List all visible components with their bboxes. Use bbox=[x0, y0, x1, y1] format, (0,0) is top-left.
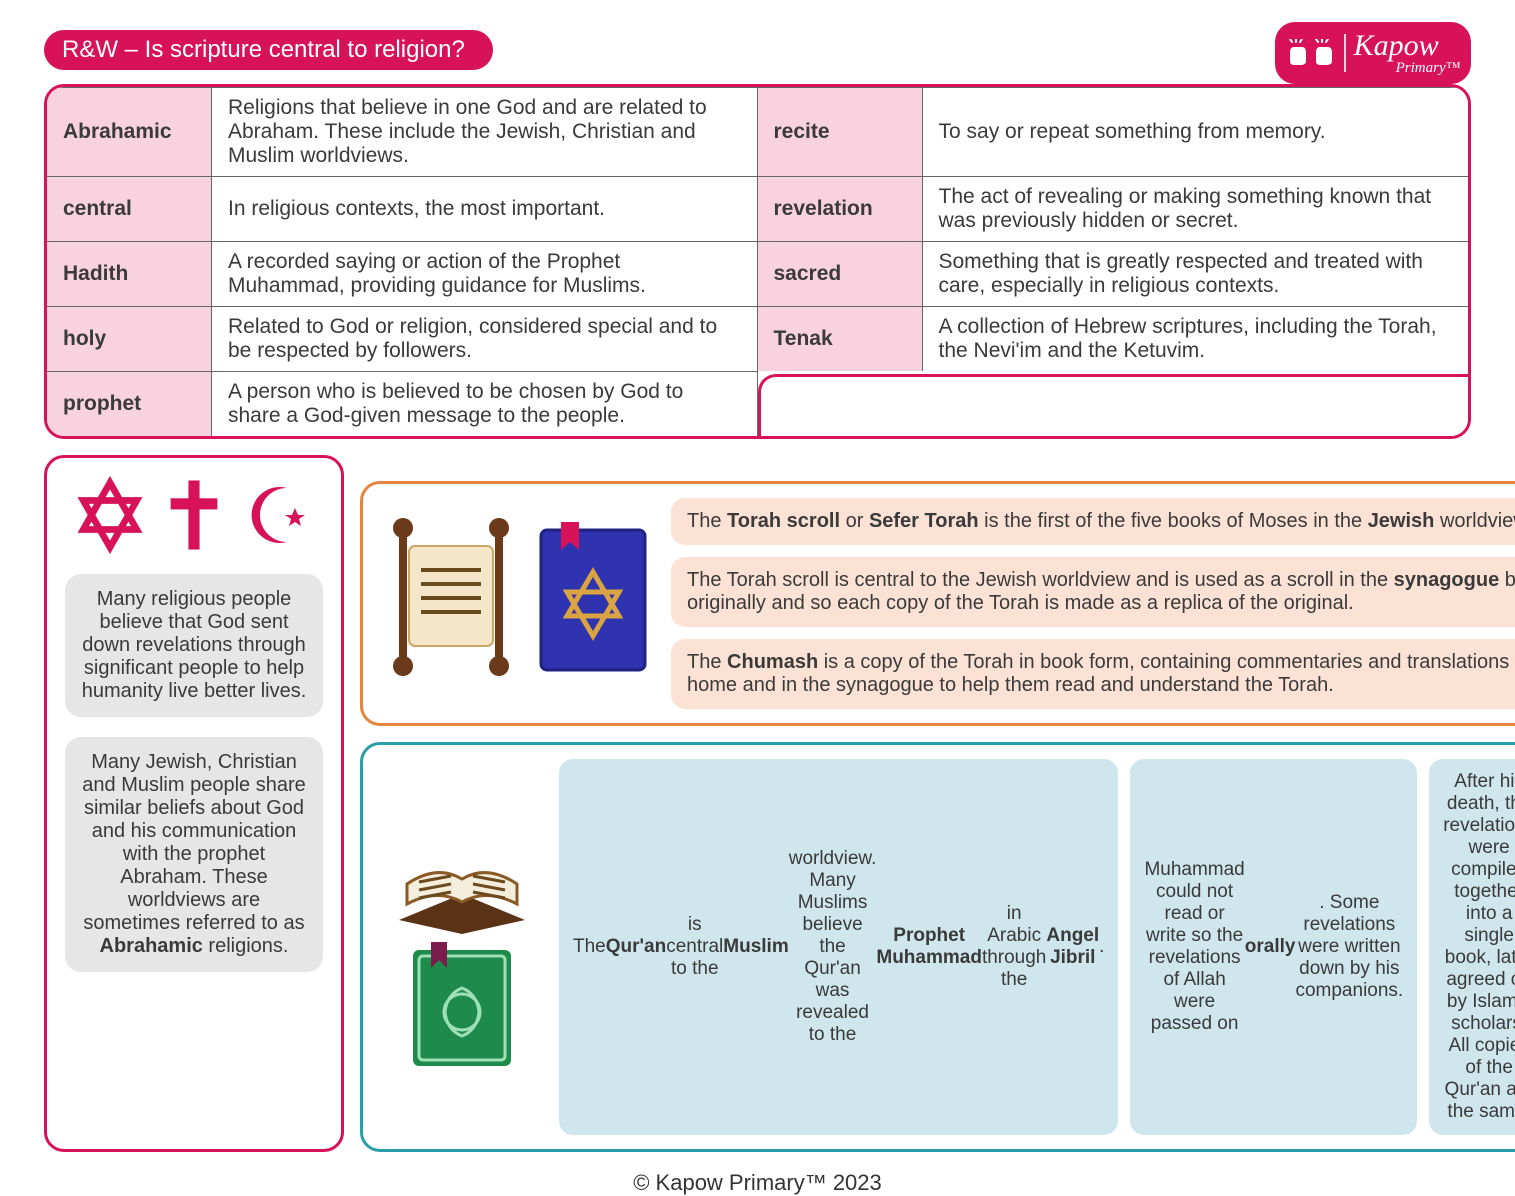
info-box: The Qur'an is central to the Muslim worl… bbox=[559, 759, 1118, 1135]
vocab-def: The act of revealing or making something… bbox=[923, 176, 1469, 241]
info-box: The Torah scroll is central to the Jewis… bbox=[671, 557, 1515, 627]
vocab-term: central bbox=[47, 176, 212, 241]
vocab-def: A person who is believed to be chosen by… bbox=[212, 371, 758, 436]
brand-sub: Primary™ bbox=[1396, 61, 1461, 76]
page-title: R&W – Is scripture central to religion? bbox=[44, 30, 493, 70]
vocab-term: prophet bbox=[47, 371, 212, 436]
vocab-term: sacred bbox=[758, 241, 923, 306]
vocab-def: To say or repeat something from memory. bbox=[923, 87, 1469, 176]
vocab-term: Abrahamic bbox=[47, 87, 212, 176]
info-box: The Chumash is a copy of the Torah in bo… bbox=[671, 639, 1515, 709]
vocab-term: Hadith bbox=[47, 241, 212, 306]
info-box: After his death, the revelations were co… bbox=[1429, 759, 1515, 1135]
muslim-panel: The Qur'an is central to the Muslim worl… bbox=[360, 742, 1515, 1152]
footer-copyright: © Kapow Primary™ 2023 bbox=[44, 1170, 1471, 1196]
vocab-def: Something that is greatly respected and … bbox=[923, 241, 1469, 306]
torah-scroll-icon bbox=[381, 516, 521, 676]
vocab-term: recite bbox=[758, 87, 923, 176]
vocabulary-table: Abrahamic Religions that believe in one … bbox=[44, 84, 1471, 439]
sidebar-note: Many Jewish, Christian and Muslim people… bbox=[65, 737, 323, 972]
vocab-term: Tenak bbox=[758, 306, 923, 371]
cross-icon bbox=[159, 476, 229, 554]
quran-book-icon bbox=[407, 940, 517, 1070]
hands-icon bbox=[1286, 39, 1336, 67]
star-of-david-icon bbox=[75, 476, 145, 554]
vocab-term: holy bbox=[47, 306, 212, 371]
vocab-def: Religions that believe in one God and ar… bbox=[212, 87, 758, 176]
brand-logo: Kapow Primary™ bbox=[1275, 22, 1471, 84]
vocab-term: revelation bbox=[758, 176, 923, 241]
info-box: Muhammad could not read or write so the … bbox=[1130, 759, 1417, 1135]
vocab-def: A collection of Hebrew scriptures, inclu… bbox=[923, 306, 1469, 371]
crescent-star-icon bbox=[243, 476, 313, 554]
vocab-def: Related to God or religion, considered s… bbox=[212, 306, 758, 371]
abrahamic-sidebar: Many religious people believe that God s… bbox=[44, 455, 344, 1152]
chumash-book-icon bbox=[533, 516, 653, 676]
vocab-def: A recorded saying or action of the Proph… bbox=[212, 241, 758, 306]
sidebar-note: Many religious people believe that God s… bbox=[65, 574, 323, 717]
info-box: The Torah scroll or Sefer Torah is the f… bbox=[671, 498, 1515, 545]
vocab-def: In religious contexts, the most importan… bbox=[212, 176, 758, 241]
jewish-panel: The Torah scroll or Sefer Torah is the f… bbox=[360, 481, 1515, 726]
quran-on-stand-icon bbox=[387, 824, 537, 934]
brand-name: Kapow bbox=[1354, 31, 1439, 61]
